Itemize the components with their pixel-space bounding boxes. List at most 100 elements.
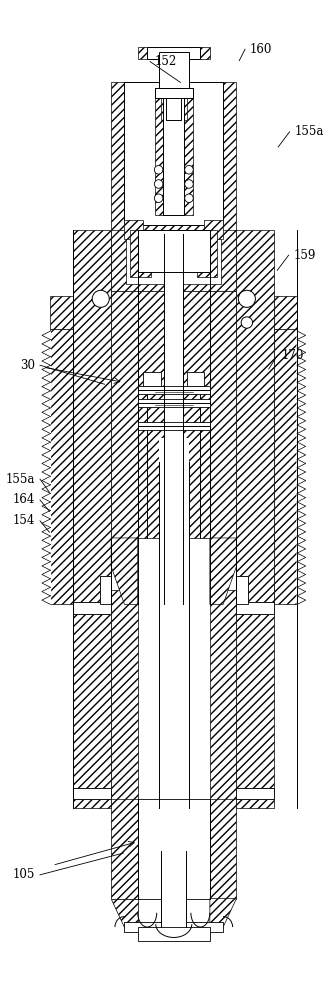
Bar (111, 590, 138, 808)
Bar (237, 576, 248, 604)
Bar (237, 788, 275, 799)
Bar (155, 92, 193, 215)
Polygon shape (297, 382, 306, 391)
Bar (100, 576, 111, 604)
Bar (163, 92, 184, 215)
Bar (147, 47, 200, 59)
Polygon shape (297, 510, 306, 519)
Polygon shape (42, 374, 50, 382)
Polygon shape (42, 451, 50, 459)
Polygon shape (297, 408, 306, 416)
Bar (197, 230, 217, 277)
Bar (111, 799, 138, 899)
Polygon shape (297, 416, 306, 425)
Polygon shape (297, 476, 306, 485)
Polygon shape (42, 459, 50, 468)
Polygon shape (42, 502, 50, 510)
Bar (138, 386, 210, 394)
Polygon shape (297, 596, 306, 604)
Polygon shape (297, 528, 306, 536)
Polygon shape (297, 331, 306, 340)
Bar (237, 602, 275, 614)
Bar (138, 47, 210, 59)
Polygon shape (297, 365, 306, 374)
Bar (50, 296, 73, 329)
Polygon shape (297, 442, 306, 451)
Circle shape (185, 165, 193, 174)
Polygon shape (42, 493, 50, 502)
Bar (210, 234, 237, 538)
Polygon shape (297, 374, 306, 382)
Polygon shape (297, 502, 306, 510)
Bar (237, 602, 275, 614)
Polygon shape (297, 357, 306, 365)
Polygon shape (297, 545, 306, 553)
Polygon shape (210, 538, 237, 604)
Text: 164: 164 (13, 493, 35, 506)
Bar (166, 52, 181, 120)
Polygon shape (297, 493, 306, 502)
Circle shape (185, 194, 193, 203)
Polygon shape (297, 391, 306, 399)
Bar (237, 788, 275, 799)
Polygon shape (42, 545, 50, 553)
Polygon shape (297, 399, 306, 408)
Polygon shape (42, 425, 50, 434)
Bar (210, 590, 237, 808)
Circle shape (154, 165, 163, 174)
Bar (73, 788, 111, 799)
Polygon shape (297, 519, 306, 528)
Bar (100, 576, 111, 604)
Bar (138, 799, 210, 899)
Text: 159: 159 (293, 249, 316, 262)
Text: 155a: 155a (294, 125, 324, 138)
Polygon shape (42, 416, 50, 425)
Bar (111, 234, 138, 291)
Polygon shape (210, 899, 237, 927)
Polygon shape (297, 536, 306, 545)
Text: 105: 105 (13, 868, 35, 881)
Polygon shape (42, 434, 50, 442)
Circle shape (154, 180, 163, 188)
Polygon shape (42, 596, 50, 604)
Polygon shape (297, 459, 306, 468)
Polygon shape (42, 587, 50, 596)
Text: 170: 170 (282, 349, 304, 362)
Polygon shape (42, 382, 50, 391)
Bar (161, 52, 187, 120)
Polygon shape (42, 570, 50, 579)
Bar (50, 329, 73, 604)
Circle shape (241, 317, 253, 328)
Polygon shape (42, 476, 50, 485)
Bar (126, 230, 221, 284)
Polygon shape (111, 899, 138, 927)
Polygon shape (42, 562, 50, 570)
Bar (138, 291, 164, 538)
Polygon shape (297, 451, 306, 459)
Polygon shape (42, 331, 50, 340)
Bar (204, 220, 223, 239)
Polygon shape (297, 485, 306, 493)
Text: 30: 30 (20, 359, 35, 372)
Bar (138, 230, 210, 272)
Bar (155, 88, 193, 98)
Bar (111, 234, 138, 538)
Bar (183, 291, 210, 538)
Text: 152: 152 (155, 55, 177, 68)
Bar (159, 438, 189, 808)
Polygon shape (42, 528, 50, 536)
Bar (210, 799, 237, 899)
Bar (73, 602, 111, 614)
Polygon shape (111, 538, 138, 604)
Bar (138, 399, 210, 407)
Circle shape (154, 194, 163, 203)
Bar (111, 82, 237, 234)
Bar (275, 296, 297, 329)
Bar (73, 788, 111, 799)
Bar (111, 230, 237, 291)
Bar (155, 88, 193, 98)
Bar (124, 220, 143, 239)
Bar (143, 372, 161, 386)
Bar (210, 234, 237, 291)
Polygon shape (42, 365, 50, 374)
